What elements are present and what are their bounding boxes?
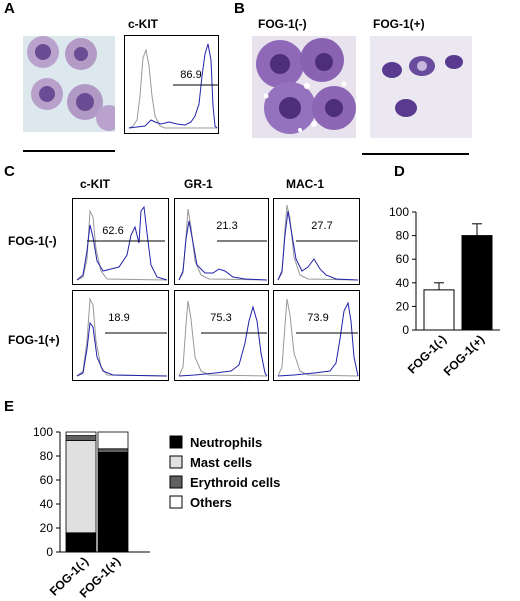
panel-a-hist-value: 86.9 bbox=[180, 69, 201, 81]
panel-b-micrograph-left bbox=[252, 36, 356, 138]
panel-b-label-right: FOG-1(+) bbox=[373, 17, 425, 31]
y-tick-label: 100 bbox=[389, 205, 409, 219]
y-tick-label: 60 bbox=[396, 252, 410, 266]
panel-c-histogram: 75.3 bbox=[174, 290, 269, 381]
bar-segment bbox=[65, 435, 97, 441]
panel-a-scale-bar bbox=[23, 150, 115, 152]
legend-label: Mast cells bbox=[190, 455, 252, 470]
bar-segment bbox=[65, 439, 97, 534]
panel-d-letter: D bbox=[394, 163, 405, 180]
y-tick-label: 100 bbox=[33, 425, 53, 439]
panel-c-value: 73.9 bbox=[307, 312, 328, 324]
panel-c-row-label: FOG-1(+) bbox=[8, 333, 60, 347]
panel-c-value: 18.9 bbox=[108, 312, 129, 324]
legend-swatch bbox=[169, 435, 183, 449]
legend-swatch bbox=[169, 475, 183, 489]
panel-c-value: 21.3 bbox=[216, 220, 237, 232]
panel-b-label-left: FOG-1(-) bbox=[258, 17, 307, 31]
legend-label: Others bbox=[190, 495, 232, 510]
panel-a-histogram: 86.9 bbox=[124, 35, 219, 134]
y-tick-label: 40 bbox=[40, 497, 54, 511]
bar-segment bbox=[97, 448, 129, 453]
panel-b-scale-bar bbox=[362, 153, 469, 155]
panel-a-hist-title: c-KIT bbox=[128, 17, 158, 31]
panel-e-letter: E bbox=[4, 398, 15, 415]
panel-c-value: 75.3 bbox=[210, 312, 231, 324]
panel-c-value: 27.7 bbox=[311, 220, 332, 232]
bar-segment bbox=[97, 452, 129, 553]
panel-c-letter: C bbox=[4, 163, 15, 180]
bar bbox=[423, 289, 455, 331]
y-tick-label: 60 bbox=[40, 473, 54, 487]
bar bbox=[461, 235, 493, 331]
panel-b-letter: B bbox=[234, 0, 245, 17]
legend-label: Erythroid cells bbox=[190, 475, 280, 490]
y-tick-label: 40 bbox=[396, 276, 410, 290]
panel-c-col-label: c-KIT bbox=[80, 177, 110, 191]
panel-c-value: 62.6 bbox=[102, 225, 123, 237]
y-tick-label: 80 bbox=[396, 229, 410, 243]
y-tick-label: 20 bbox=[396, 299, 410, 313]
bar-segment bbox=[65, 431, 97, 436]
y-tick-label: 80 bbox=[40, 449, 54, 463]
y-tick-label: 20 bbox=[40, 521, 54, 535]
panel-e-chart: 020406080100FOG-1(-)FOG-1(+)NeutrophilsM… bbox=[33, 425, 280, 601]
bar-segment bbox=[97, 431, 129, 450]
panel-a-micrograph bbox=[23, 36, 115, 132]
panel-c-histogram: 73.9 bbox=[273, 290, 360, 381]
panel-a-letter: A bbox=[4, 0, 15, 17]
panel-c-row-label: FOG-1(-) bbox=[8, 234, 57, 248]
x-tick-label: FOG-1(+) bbox=[441, 332, 487, 378]
panel-c-histogram: 27.7 bbox=[273, 198, 360, 285]
y-tick-label: 0 bbox=[402, 323, 409, 337]
panel-c-col-label: GR-1 bbox=[184, 177, 213, 191]
legend-swatch bbox=[169, 495, 183, 509]
panel-b-micrograph-right bbox=[370, 36, 472, 138]
legend-label: Neutrophils bbox=[190, 435, 262, 450]
panel-c-histogram: 21.3 bbox=[174, 198, 269, 285]
panel-c-histogram: 62.6 bbox=[72, 198, 169, 285]
panel-c-col-label: MAC-1 bbox=[286, 177, 324, 191]
legend-swatch bbox=[169, 455, 183, 469]
panel-c-histogram: 18.9 bbox=[72, 290, 169, 381]
bar-segment bbox=[65, 532, 97, 553]
y-tick-label: 0 bbox=[46, 545, 53, 559]
